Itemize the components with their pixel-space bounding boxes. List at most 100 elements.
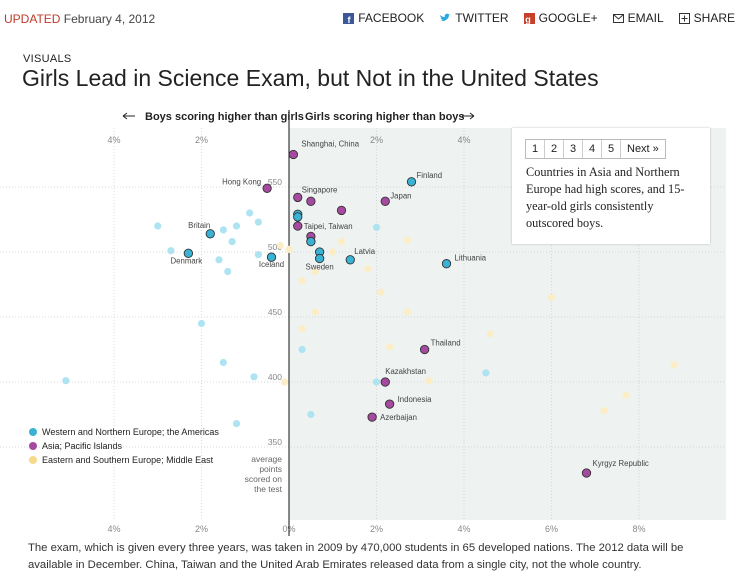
background-point (254, 218, 262, 226)
point-label: Hong Kong (222, 177, 261, 186)
data-point[interactable] (406, 177, 417, 187)
y-tick-labels: 350 400 450 500 550 (268, 177, 282, 447)
y-tick-label: 550 (268, 177, 282, 187)
point-label: Sweden (306, 263, 334, 272)
background-point (232, 222, 241, 230)
y-tick-label: 350 (268, 437, 282, 447)
data-point[interactable] (266, 252, 277, 262)
annotation-panel: 1 2 3 4 5 Next » Countries in Asia and N… (512, 128, 710, 244)
legend-label-asia: Asia; Pacific Islands (42, 441, 123, 451)
background-point (62, 377, 70, 385)
data-point[interactable] (306, 196, 316, 206)
background-point (219, 226, 227, 234)
background-point (167, 247, 175, 255)
facebook-share-button[interactable]: f FACEBOOK (343, 11, 424, 25)
data-point[interactable] (314, 253, 325, 264)
background-point (250, 373, 258, 381)
twitter-label: TWITTER (455, 11, 509, 25)
data-point[interactable] (293, 221, 303, 231)
data-point[interactable] (380, 196, 390, 206)
background-point (232, 420, 241, 428)
background-point (219, 358, 227, 367)
x-tick-label-bottom: 8% (632, 524, 645, 534)
legend-swatch-asia (29, 442, 37, 450)
next-button[interactable]: Next » (621, 140, 665, 158)
x-tick-label-bottom: 2% (195, 524, 208, 534)
background-point (547, 293, 556, 302)
data-point[interactable] (367, 412, 377, 422)
background-point (486, 330, 494, 338)
share-button[interactable]: SHARE (678, 11, 735, 25)
data-point[interactable] (306, 236, 316, 247)
data-point[interactable] (419, 344, 430, 355)
data-point[interactable] (183, 248, 194, 258)
top-tick-labels: 4% 2% 2% 4% (107, 135, 470, 145)
bottom-tick-labels: 4% 2% 0% 2% 4% 6% 8% (107, 524, 645, 534)
point-label: Thailand (431, 339, 461, 348)
point-label: Britain (188, 221, 210, 230)
x-tick-label-bottom: 2% (370, 524, 383, 534)
right-arrow-icon (462, 112, 475, 120)
left-arrow-icon (122, 112, 135, 120)
caption: The exam, which is given every three yea… (28, 542, 684, 571)
page-button-5[interactable]: 5 (602, 140, 621, 158)
data-point[interactable] (384, 399, 395, 409)
gridlines (0, 128, 726, 520)
share-tools: f FACEBOOK TWITTER g GOOGLE+ EMAIL SHARE (343, 11, 735, 25)
data-point[interactable] (380, 377, 390, 387)
background-point (337, 238, 346, 246)
point-label: Denmark (171, 256, 203, 265)
page-button-3[interactable]: 3 (564, 140, 583, 158)
point-label: Kyrgyz Republic (593, 459, 649, 468)
background-point (425, 377, 433, 385)
legend-label-western: Western and Northern Europe; the America… (42, 427, 219, 437)
background-point (670, 361, 678, 369)
data-point[interactable] (345, 255, 355, 265)
updated-label: UPDATED (4, 12, 61, 26)
date-text: February 4, 2012 (63, 12, 156, 26)
facebook-icon: f (343, 12, 355, 24)
google-plus-share-button[interactable]: g GOOGLE+ (523, 11, 598, 25)
boys-higher-label: Boys scoring higher than girls (145, 111, 304, 123)
page-button-4[interactable]: 4 (583, 140, 602, 158)
x-tick-label-top: 2% (195, 135, 208, 145)
data-point[interactable] (441, 259, 452, 269)
y-tick-label: 450 (268, 307, 282, 317)
point-label: Japan (390, 191, 411, 200)
data-point[interactable] (293, 192, 303, 203)
background-point (482, 369, 490, 377)
email-share-button[interactable]: EMAIL (612, 11, 664, 25)
background-point (600, 407, 608, 415)
background-point (403, 236, 411, 244)
data-point[interactable] (293, 212, 303, 222)
legend-label-eastern: Eastern and Southern Europe; Middle East (42, 455, 214, 465)
background-point (307, 410, 315, 419)
background-point (403, 308, 411, 316)
section-label: VISUALS (23, 53, 72, 65)
data-point[interactable] (262, 183, 272, 193)
data-point[interactable] (205, 229, 215, 239)
point-label: Indonesia (398, 395, 432, 404)
page-button-1[interactable]: 1 (526, 140, 545, 158)
headline: Girls Lead in Science Exam, but Not in t… (22, 65, 599, 91)
y-axis-note: average points scored on the test (245, 454, 283, 494)
labeled-points: Shanghai, China Finland Hong Kong Singapore… (171, 140, 649, 478)
background-point (276, 241, 284, 250)
updated-date: UPDATED February 4, 2012 (4, 12, 155, 26)
background-point (377, 288, 385, 296)
data-point[interactable] (336, 205, 347, 216)
point-label: Lithuania (455, 254, 487, 263)
point-label: Taipei, Taiwan (304, 222, 353, 231)
background-point (372, 378, 381, 386)
point-label: Kazakhstan (385, 367, 426, 376)
background-point (246, 209, 254, 217)
page-button-2[interactable]: 2 (545, 140, 564, 158)
point-label: Latvia (354, 247, 375, 256)
data-point[interactable] (581, 468, 592, 478)
background-point (197, 319, 206, 328)
x-tick-label-top: 2% (370, 135, 383, 145)
data-point[interactable] (288, 149, 299, 160)
twitter-share-button[interactable]: TWITTER (439, 11, 509, 25)
background-point (311, 308, 319, 316)
background-point (281, 378, 289, 386)
